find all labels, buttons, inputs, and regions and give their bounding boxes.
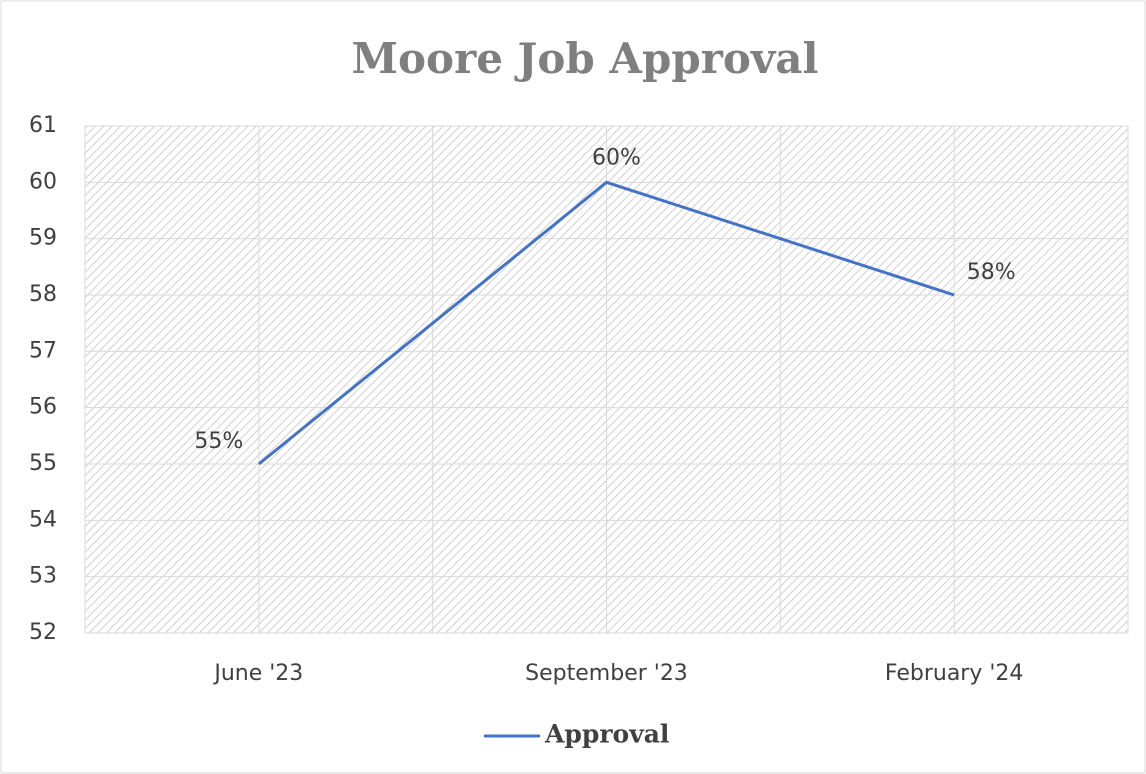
line-series	[257, 180, 955, 466]
x-tick-label: September '23	[525, 661, 688, 686]
y-tick-label: 59	[29, 226, 57, 251]
data-label: 58%	[967, 260, 1016, 285]
chart-title: Moore Job Approval	[352, 34, 819, 83]
data-label: 55%	[194, 429, 243, 454]
data-label: 60%	[592, 145, 641, 170]
y-tick-label: 56	[29, 395, 57, 420]
y-tick-label: 61	[29, 113, 57, 138]
y-tick-label: 60	[29, 169, 57, 194]
y-tick-label: 52	[29, 620, 57, 645]
x-tick-label: June '23	[212, 661, 303, 686]
y-tick-label: 53	[29, 564, 57, 589]
y-tick-label: 57	[29, 338, 57, 363]
x-tick-label: February '24	[885, 661, 1024, 686]
legend-label: Approval	[544, 720, 669, 749]
y-tick-label: 54	[29, 507, 57, 532]
y-tick-label: 58	[29, 282, 57, 307]
y-tick-label: 55	[29, 451, 57, 476]
